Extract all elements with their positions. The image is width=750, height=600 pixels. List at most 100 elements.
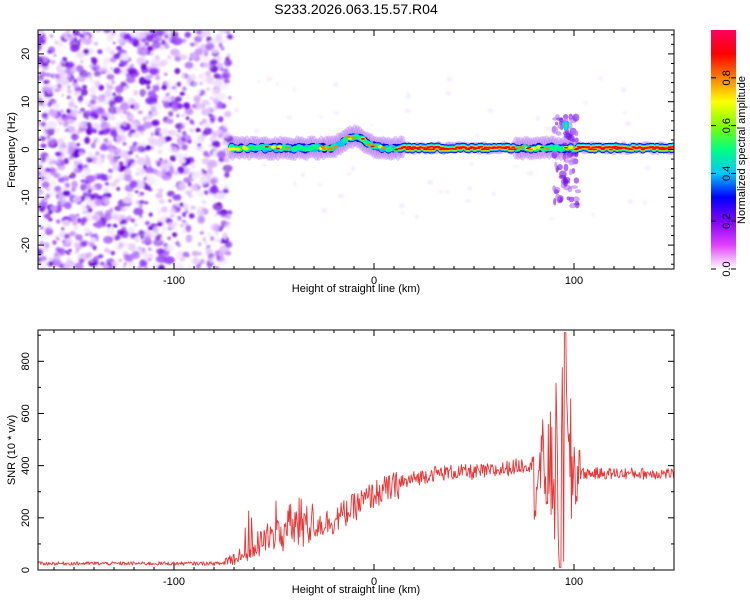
noise-blob [46,59,51,63]
noise-blob [57,190,64,197]
band-segment [437,146,442,149]
noise-blob [86,116,90,120]
noise-blob [104,182,110,186]
faint-blob [627,199,634,204]
noise-blob [98,84,105,91]
noise-blob [45,167,51,173]
noise-blob [72,221,78,226]
noise-blob [161,39,167,45]
noise-blob [54,159,59,162]
noise-blob [116,36,125,45]
noise-blob [199,121,203,126]
band-segment [586,146,591,148]
noise-blob [222,131,231,139]
noise-blob [98,75,102,80]
noise-blob [141,239,146,244]
noise-blob [46,88,53,94]
disturbance-blob [555,193,561,202]
colorbar: 0.0 0.2 0.4 0.6 0.8 Normalized spectral ampl… [711,30,748,277]
noise-blob [74,226,78,230]
noise-blob [57,40,63,48]
noise-blob [191,104,196,108]
band-segment [544,147,550,150]
noise-blob [217,101,224,109]
noise-blob [131,162,137,168]
noise-blob [137,42,142,46]
noise-blob [218,157,225,163]
noise-blob [104,91,112,98]
band-segment [407,146,412,148]
noise-blob [146,45,154,52]
noise-blob [161,85,168,91]
faint-blob [332,82,339,87]
faint-blob [590,213,596,216]
noise-blob [179,91,185,96]
noise-blob [82,166,92,175]
noise-blob [192,257,200,265]
noise-blob [167,162,173,166]
noise-blob [147,90,156,98]
noise-blob [118,161,124,166]
noise-blob [126,261,136,268]
noise-blob [222,73,229,78]
noise-blob [195,128,201,133]
noise-blob [75,234,83,241]
band-segment [285,146,290,149]
noise-blob [210,236,215,241]
noise-blob [154,30,165,37]
noise-blob [167,236,171,240]
noise-blob [78,258,85,264]
noise-blob [190,178,194,182]
band-segment [322,147,327,150]
noise-blob [112,41,116,45]
noise-blob [190,162,197,170]
noise-blob [194,56,201,62]
noise-blob [40,157,47,163]
noise-blob [210,223,221,232]
noise-blob [160,45,164,50]
noise-blob [199,93,203,97]
noise-blob [44,226,52,233]
noise-blob [41,181,50,189]
noise-blob [43,79,50,85]
noise-blob [38,177,42,184]
noise-blob [99,67,108,75]
noise-blob [112,164,121,171]
noise-blob [137,193,142,198]
noise-blob [112,92,116,97]
noise-blob [77,75,86,83]
noise-blob [138,47,149,57]
noise-blob [81,84,88,90]
band-segment [463,146,468,149]
colorbar-tick-label: 0.4 [721,166,733,181]
noise-blob [167,85,173,90]
noise-blob [172,194,182,201]
noise-blob [172,232,176,236]
noise-blob [38,101,41,108]
noise-blob [117,229,125,236]
disturbance-blob [572,196,580,202]
noise-blob [98,130,104,136]
noise-blob [181,54,188,61]
noise-blob [205,247,211,252]
noise-blob [165,79,172,86]
noise-blob [67,73,71,79]
noise-blob [61,62,65,66]
noise-blob [226,34,233,40]
noise-blob [63,175,68,180]
noise-blob [203,150,209,157]
noise-blob [73,78,77,84]
noise-blob [155,235,161,241]
noise-blob [78,121,87,129]
noise-blob [115,141,120,146]
faint-blob [332,111,340,115]
noise-blob [79,246,83,250]
noise-blob [186,95,191,100]
noise-blob [74,262,84,269]
noise-blob [203,50,209,56]
noise-blob [216,150,227,159]
noise-blob [225,56,230,61]
noise-blob [163,95,168,102]
noise-blob [73,138,76,142]
noise-blob [108,100,116,107]
